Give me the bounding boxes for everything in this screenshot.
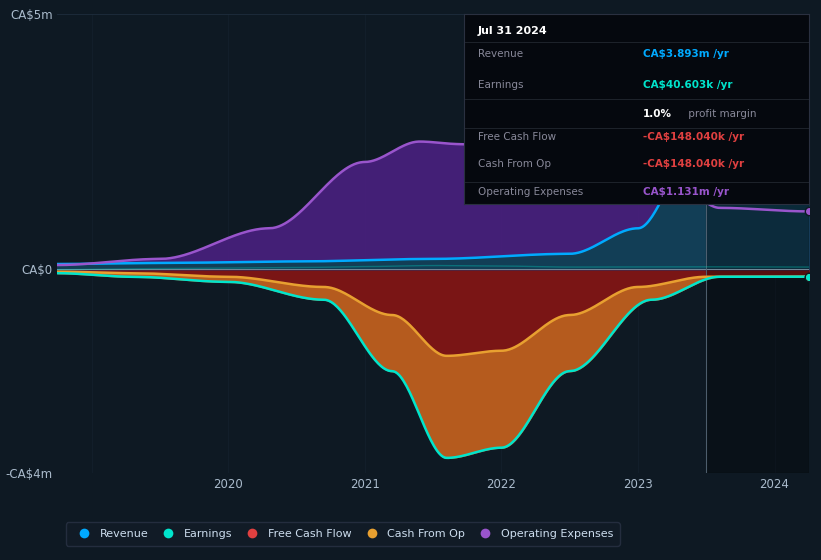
Text: Free Cash Flow: Free Cash Flow [478, 132, 556, 142]
Text: profit margin: profit margin [685, 109, 756, 119]
Legend: Revenue, Earnings, Free Cash Flow, Cash From Op, Operating Expenses: Revenue, Earnings, Free Cash Flow, Cash … [67, 522, 620, 545]
Text: CA$3.893m /yr: CA$3.893m /yr [643, 49, 729, 59]
Text: -CA$148.040k /yr: -CA$148.040k /yr [643, 158, 745, 169]
Text: -CA$148.040k /yr: -CA$148.040k /yr [643, 132, 745, 142]
Text: Earnings: Earnings [478, 80, 523, 90]
Text: CA$40.603k /yr: CA$40.603k /yr [643, 80, 732, 90]
Bar [706, 14, 809, 473]
Text: Cash From Op: Cash From Op [478, 158, 551, 169]
Text: Jul 31 2024: Jul 31 2024 [478, 26, 548, 36]
Text: 1.0%: 1.0% [643, 109, 672, 119]
Text: CA$1.131m /yr: CA$1.131m /yr [643, 187, 729, 197]
Text: Revenue: Revenue [478, 49, 523, 59]
Text: Operating Expenses: Operating Expenses [478, 187, 583, 197]
